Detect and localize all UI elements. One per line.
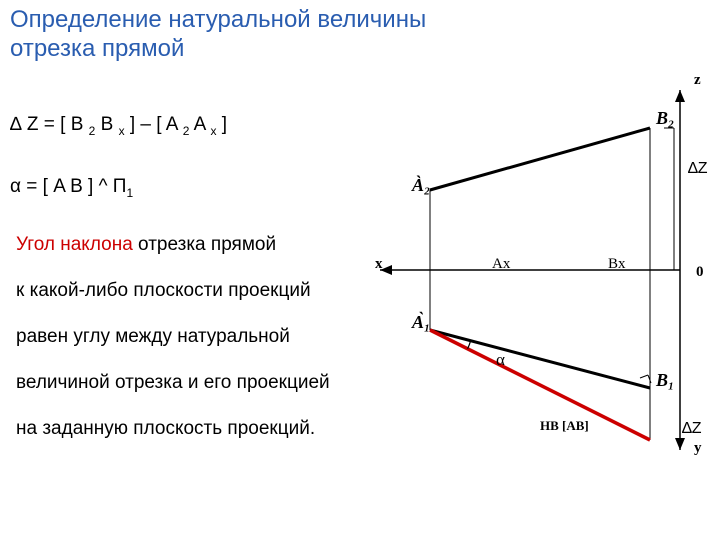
label-ax: Aх	[492, 256, 510, 273]
label-z: z	[694, 72, 701, 89]
label-b2: B₂	[656, 108, 674, 129]
label-dz-top: ∆Z	[688, 160, 708, 178]
label-dz-bot: ∆Z	[682, 420, 702, 438]
equation-alpha: α = [ A B ] ^ П1	[10, 176, 133, 200]
diagram	[370, 70, 710, 470]
label-a1: А̀₁	[412, 312, 430, 333]
label-a2: À₂	[412, 175, 430, 196]
label-y: y	[694, 440, 702, 457]
title-line2: отрезка прямой	[10, 35, 184, 62]
page-title: Определение натуральной величины отрезка…	[10, 6, 426, 64]
paragraph-5: на заданную плоскость проекций.	[16, 414, 356, 444]
label-hb: HB [AB]	[540, 418, 589, 434]
label-alpha: α	[496, 350, 505, 370]
title-line1: Определение натуральной величины	[10, 6, 426, 33]
paragraph-4: величиной отрезка и его проекцией	[16, 368, 356, 398]
equation-dz: ∆ Z = [ B 2 B x ] – [ A 2 A x ]	[10, 114, 227, 138]
label-b1: B₁	[656, 370, 674, 391]
label-bx: Bх	[608, 256, 626, 273]
label-0: 0	[696, 264, 704, 281]
label-x: x	[375, 256, 383, 273]
red-text: Угол наклона	[16, 234, 133, 255]
paragraph-2: к какой-либо плоскости проекций	[16, 276, 356, 306]
paragraph-3: равен углу между натуральной	[16, 322, 356, 352]
paragraph-1: Угол наклона отрезка прямой	[16, 230, 356, 260]
